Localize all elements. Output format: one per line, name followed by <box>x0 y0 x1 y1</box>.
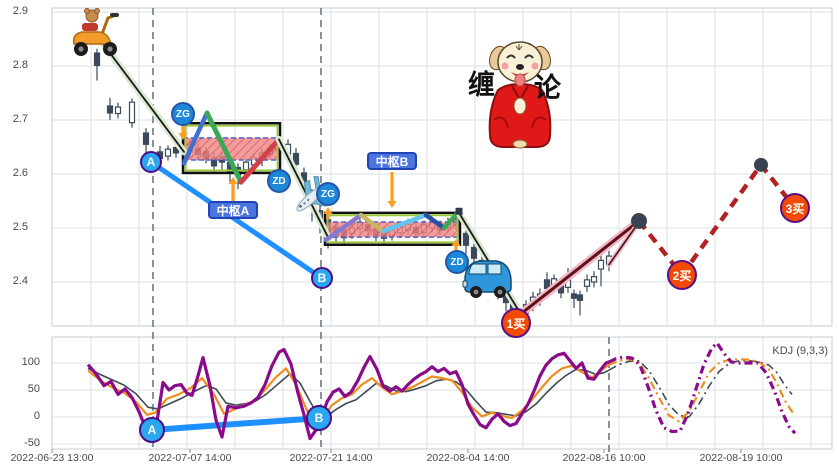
kdj-axis-label: 0 <box>33 410 40 422</box>
mascot-char-chan: 缠 <box>468 70 495 101</box>
time-axis-label: 2022-08-16 10:00 <box>562 452 646 464</box>
time-axis-label: 2022-08-04 14:00 <box>426 452 510 464</box>
plot-borders <box>51 7 833 450</box>
price-axis-label: 2.6 <box>12 167 28 179</box>
zd-b-badge: ZD <box>445 250 469 274</box>
dog-mascot-icon <box>488 41 552 149</box>
kdj-param-label: KDJ (9,3,3) <box>772 345 828 357</box>
kdj-axis-label: 100 <box>21 356 40 368</box>
buy-point-1-badge: 1买 <box>501 308 531 338</box>
buy-point-2-badge: 2买 <box>667 260 697 290</box>
kdj-axis-label: 50 <box>27 383 40 395</box>
zd-a-badge: ZD <box>267 169 291 193</box>
buy-point-3-badge: 3买 <box>780 193 810 223</box>
pivot-b-label: 中枢B <box>367 152 417 170</box>
kdj-axis-label: -50 <box>24 437 40 449</box>
zg-a-badge: ZG <box>171 102 195 126</box>
time-axis-label: 2022-07-21 14:00 <box>289 452 373 464</box>
price-axis-label: 2.5 <box>12 221 28 233</box>
mascot-char-lun: 论 <box>534 73 561 104</box>
axis-ticks <box>51 449 742 453</box>
pivot-dots <box>455 157 768 229</box>
point-b-marker: B <box>311 267 333 289</box>
truck-icon <box>462 260 512 298</box>
price-axis-label: 2.9 <box>12 5 28 17</box>
point-a-kdj-marker: A <box>139 417 165 443</box>
point-b-kdj-marker: B <box>306 405 332 431</box>
pivot-zone-boxes <box>181 121 462 246</box>
scooter-icon <box>72 8 119 56</box>
time-axis-label: 2022-08-19 10:00 <box>699 452 783 464</box>
price-axis-label: 2.4 <box>12 275 28 287</box>
price-axis-label: 2.7 <box>12 113 28 125</box>
zg-b-badge: ZG <box>316 182 340 206</box>
point-a-marker: A <box>140 151 162 173</box>
price-axis-label: 2.8 <box>12 59 28 71</box>
pivot-a-label: 中枢A <box>208 201 258 219</box>
kdj-lines <box>86 341 798 441</box>
time-axis-label: 2022-06-23 13:00 <box>10 452 94 464</box>
time-axis-label: 2022-07-07 14:00 <box>148 452 232 464</box>
